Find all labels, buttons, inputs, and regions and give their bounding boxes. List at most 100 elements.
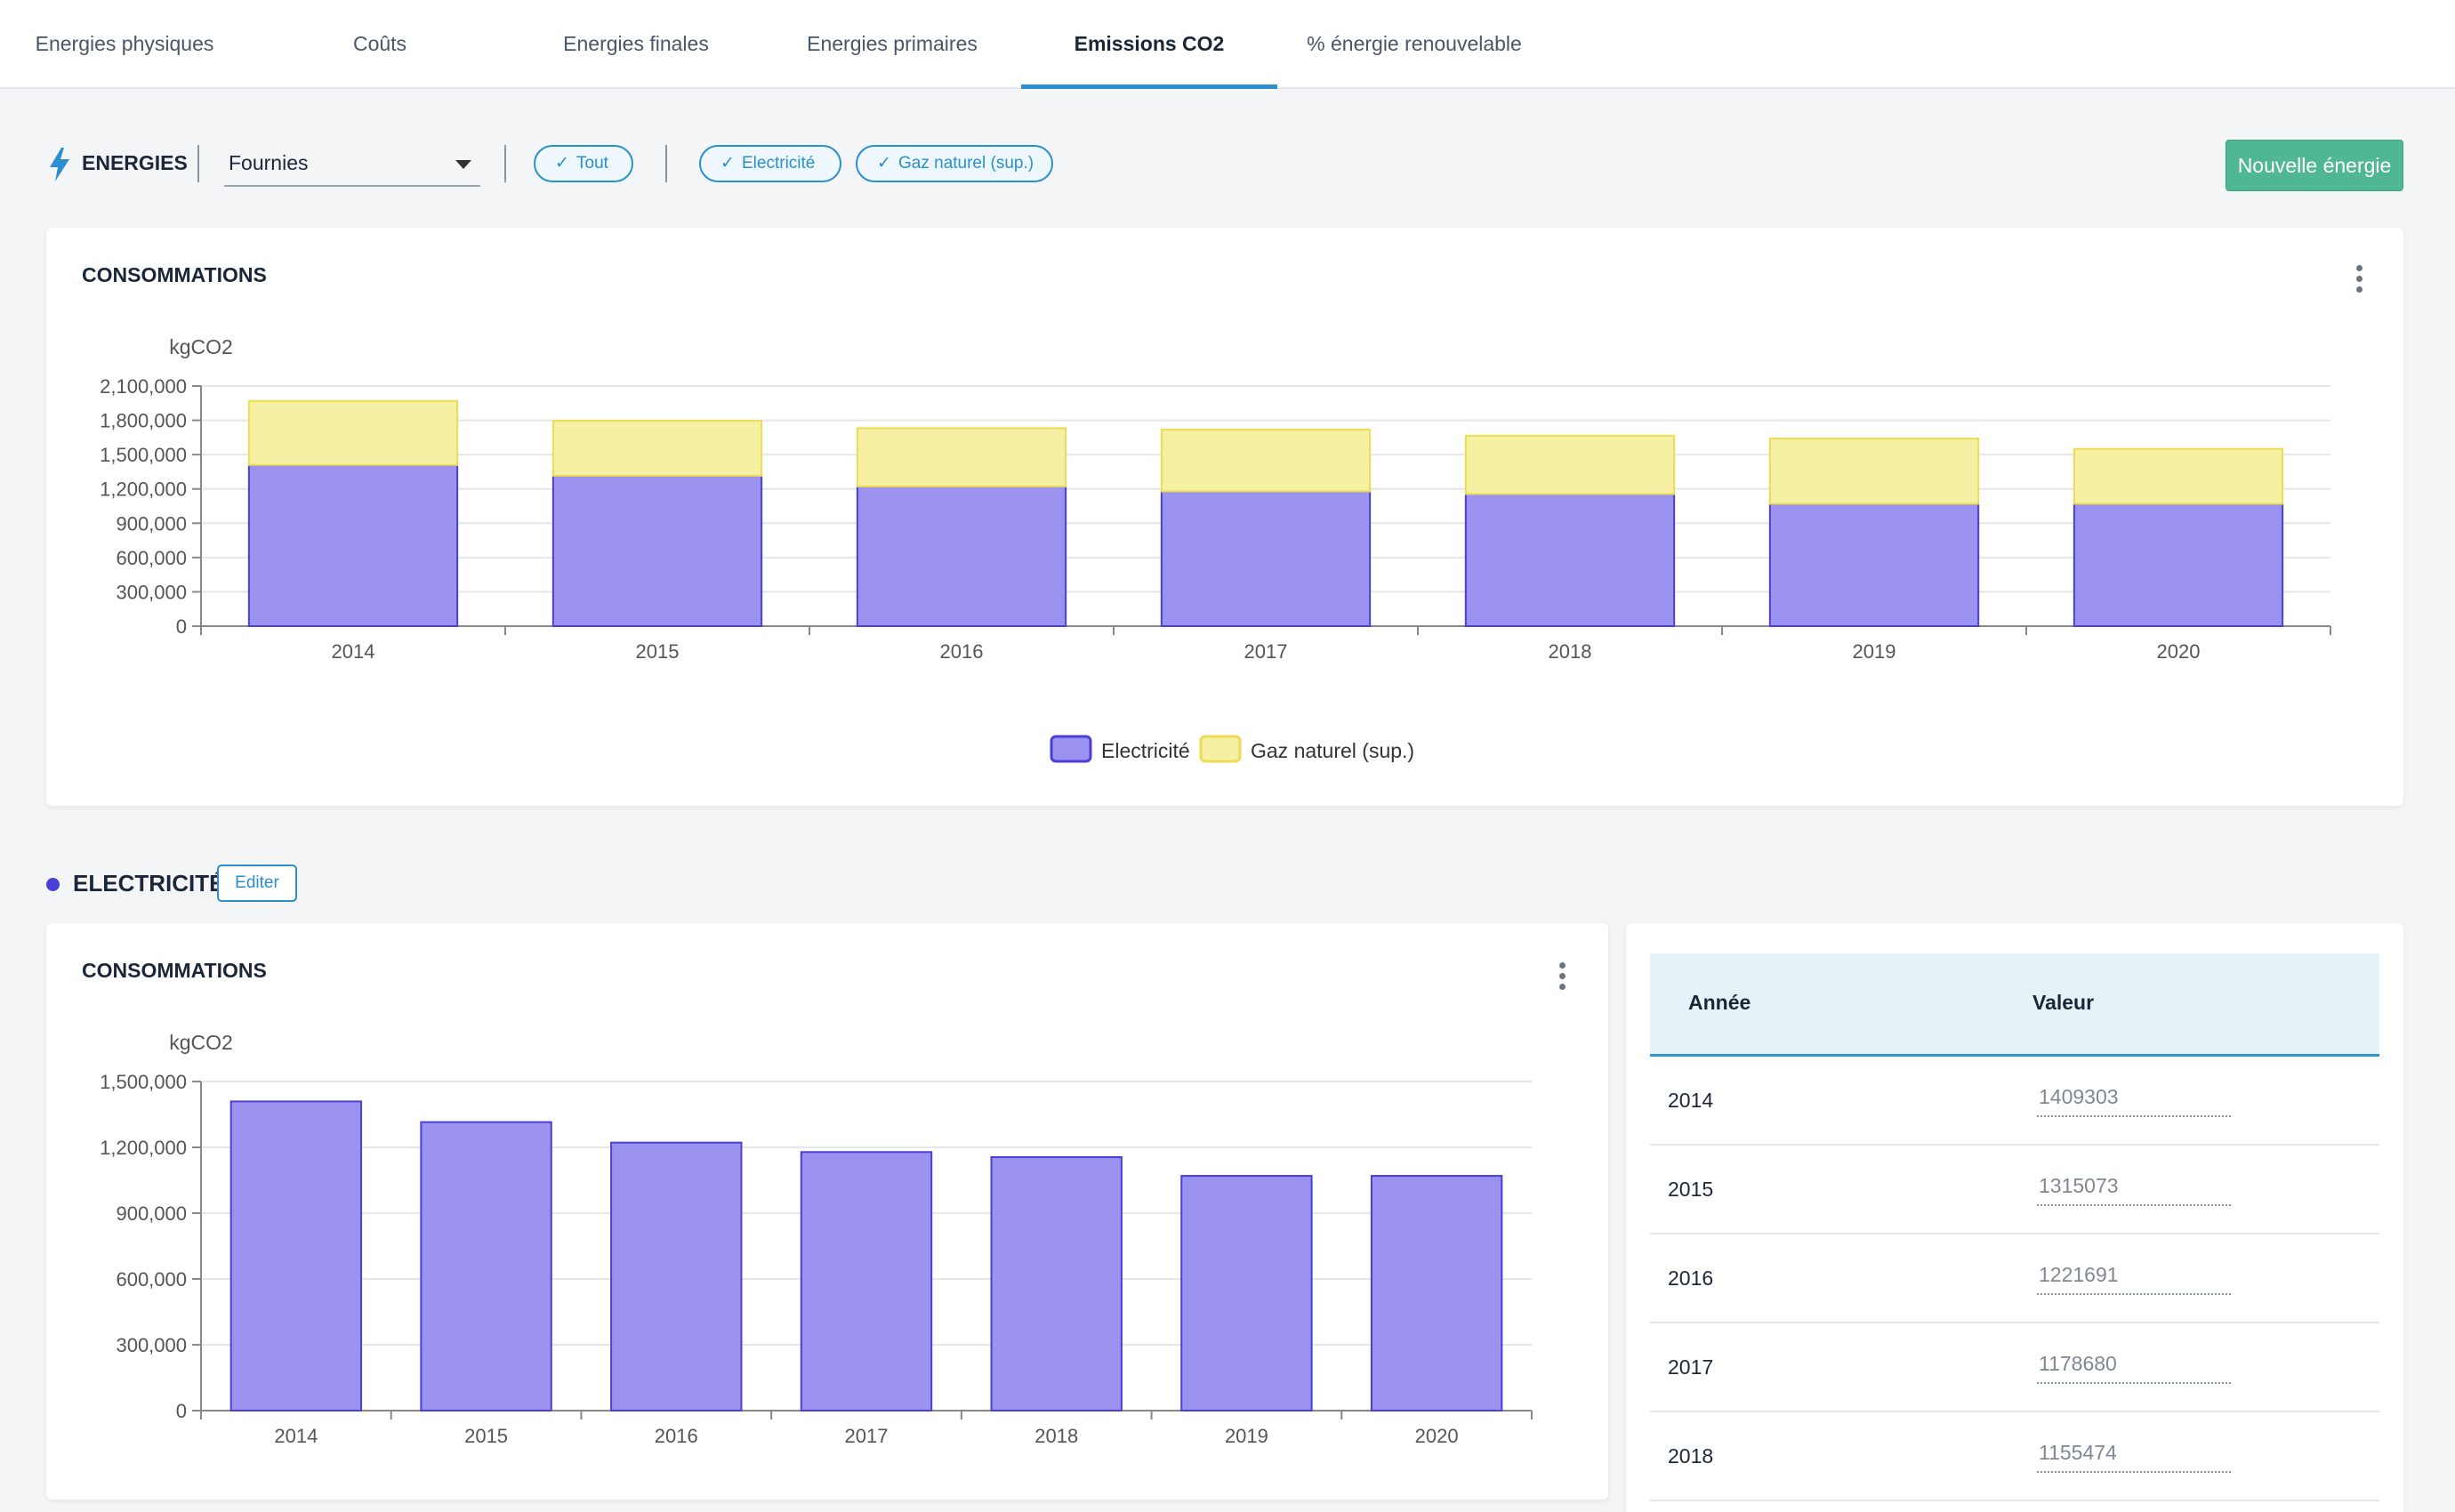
bar-gaz-naturel [551,420,763,477]
header-value: Valeur [2032,991,2095,1014]
tab-couts[interactable]: Coûts [352,32,407,55]
x-tick-label: 2020 [1415,1425,1459,1447]
chip-label: Tout [576,154,608,173]
electricite-consommations-card: CONSOMMATIONS 0 300,000 600,000 900,000 1,20… [46,923,1608,1500]
y-axis-label: kgCO2 [169,1031,233,1054]
values-table: Année Valeur 2014 1409303 2015 1315073 2… [1650,953,2379,1501]
legend-gaz-naturel-label: Gaz naturel (sup.) [1251,739,1414,762]
x-tick-label: 2019 [1225,1425,1268,1447]
y-axis-label: kgCO2 [169,335,233,358]
card-title: CONSOMMATIONS [82,959,267,982]
legend-gaz-naturel-swatch [1199,735,1242,763]
row-value-input[interactable]: 1221691 [2037,1263,2231,1295]
y-tick-label: 0 [176,1400,187,1422]
energies-label: ENERGIES [82,151,188,174]
row-value-input[interactable]: 1178680 [2037,1352,2231,1384]
bar-chart: 0 300,000 600,000 900,000 1,200,000 1,500,000… [100,1031,1533,1447]
bar-gaz-naturel [2073,447,2284,505]
row-value-input[interactable]: 1409303 [2037,1085,2231,1117]
row-value-input[interactable]: 1155474 [2037,1441,2231,1473]
divider [504,145,506,182]
bar-electricite [1370,1175,1503,1411]
bar-electricite [990,1155,1123,1411]
x-tick-label: 2018 [1549,640,1592,663]
y-tick-label: 300,000 [116,1334,187,1356]
x-tick-label: 2014 [274,1425,318,1447]
tab-energies-finales[interactable]: Energies finales [563,32,709,55]
energies-toolbar: ENERGIES Fournies ✓ Tout ✓ Electricité ✓… [0,132,2455,197]
y-tick-label: 1,200,000 [100,1137,187,1159]
table-header: Année Valeur [1650,953,2379,1057]
x-tick-label: 2016 [940,640,984,663]
series-color-dot [46,878,60,891]
filter-chip-electricite[interactable]: ✓ Electricité [699,145,841,182]
header-year: Année [1688,991,1751,1014]
y-tick-label: 1,200,000 [100,479,187,501]
bar-electricite [2073,503,2284,627]
row-year: 2016 [1668,1267,1714,1290]
electricite-section-header: ELECTRICITÉ Editer [0,861,889,905]
x-tick-label: 2019 [1853,640,1896,663]
table-row: 2015 1315073 [1650,1146,2379,1235]
y-tick-label: 900,000 [116,512,187,535]
caret-down-icon [455,160,471,169]
y-tick-label: 1,500,000 [100,1071,187,1093]
x-tick-label: 2018 [1034,1425,1078,1447]
y-tick-label: 0 [176,615,187,638]
y-tick-label: 1,500,000 [100,444,187,466]
row-year: 2015 [1668,1178,1714,1201]
bar-electricite [229,1100,363,1412]
y-tick-label: 900,000 [116,1202,187,1225]
section-title: ELECTRICITÉ [73,870,225,897]
x-tick-label: 2017 [1244,640,1288,663]
edit-button[interactable]: Editer [217,865,297,902]
x-tick-label: 2014 [332,640,375,663]
more-options-icon[interactable] [1557,962,1567,998]
y-tick-label: 300,000 [116,581,187,603]
legend-electricite-swatch [1050,735,1092,763]
tab-energie-renouvelable[interactable]: % énergie renouvelable [1307,32,1522,55]
bar-gaz-naturel [1464,434,1676,495]
lightning-icon [50,148,69,181]
y-tick-label: 1,800,000 [100,410,187,432]
y-tick-label: 2,100,000 [100,375,187,398]
x-tick-label: 2020 [2157,640,2201,663]
tab-energies-primaires[interactable]: Energies primaires [807,32,978,55]
filter-chip-tout[interactable]: ✓ Tout [534,145,633,182]
tab-emissions-co2[interactable]: Emissions CO2 [1021,0,1277,89]
divider [665,145,667,182]
bar-electricite [420,1121,552,1411]
bar-gaz-naturel [1768,438,1980,505]
energy-type-select[interactable]: Fournies [224,141,480,187]
table-row: 2017 1178680 [1650,1323,2379,1412]
bar-electricite [551,474,763,627]
bar-gaz-naturel [1160,429,1372,493]
card-title: CONSOMMATIONS [82,263,267,286]
new-energy-button[interactable]: Nouvelle énergie [2226,140,2403,191]
table-row: 2014 1409303 [1650,1057,2379,1146]
bar-electricite [247,463,459,627]
bar-electricite [1464,493,1676,627]
more-options-icon[interactable] [2354,265,2364,301]
y-tick-label: 600,000 [116,1268,187,1291]
row-value-input[interactable]: 1315073 [2037,1174,2231,1206]
check-icon: ✓ [877,154,891,173]
x-tick-label: 2016 [655,1425,698,1447]
chip-label: Gaz naturel (sup.) [898,154,1034,173]
x-tick-label: 2015 [464,1425,508,1447]
bar-electricite [800,1151,933,1411]
x-tick-label: 2017 [845,1425,889,1447]
y-tick-label: 600,000 [116,547,187,569]
legend-electricite-label: Electricité [1101,739,1190,762]
bar-electricite [1180,1175,1313,1411]
bar-gaz-naturel [247,399,459,466]
tab-energies-physiques[interactable]: Energies physiques [35,32,214,55]
tab-bar: Energies physiques Coûts Energies finale… [0,0,2455,89]
bar-electricite [610,1141,743,1411]
filter-chip-gaz-naturel[interactable]: ✓ Gaz naturel (sup.) [856,145,1053,182]
bar-electricite [1160,490,1372,627]
check-icon: ✓ [555,154,569,173]
bar-electricite [856,485,1067,627]
row-year: 2018 [1668,1444,1714,1468]
check-icon: ✓ [720,154,735,173]
